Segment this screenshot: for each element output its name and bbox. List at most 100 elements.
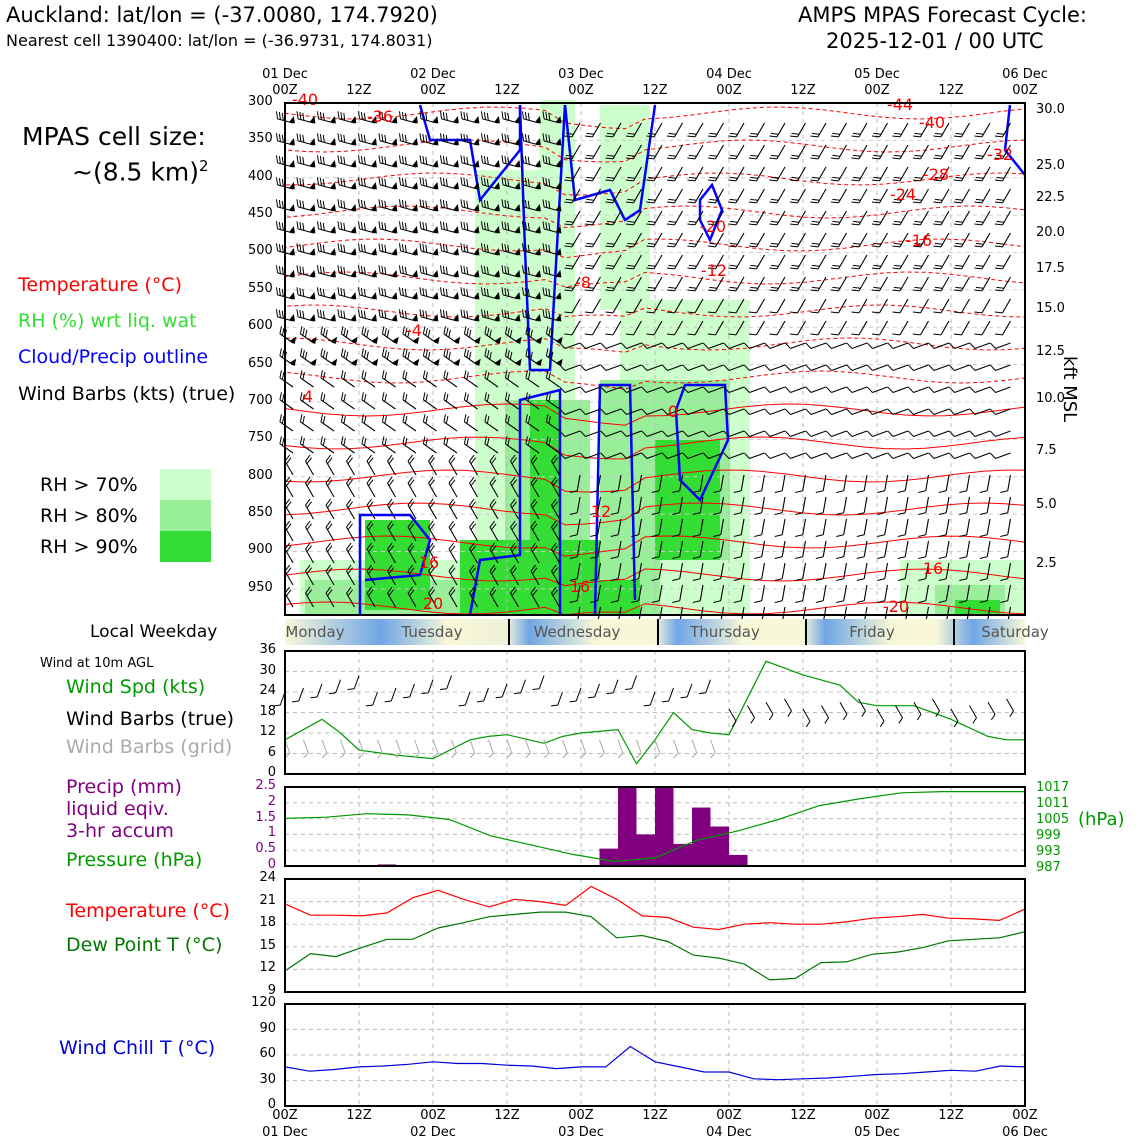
wind-barb-true — [802, 708, 811, 728]
wind-barb — [784, 408, 806, 415]
wind-barb — [810, 276, 827, 292]
wind-barb — [836, 496, 848, 515]
wind-barb — [748, 122, 765, 138]
wind-barb — [815, 518, 827, 537]
wind-barb — [402, 326, 420, 345]
wind-barb — [419, 155, 439, 168]
wind-barb — [953, 210, 970, 226]
wind-barb — [605, 232, 622, 248]
wind-barb — [525, 436, 540, 454]
wind-barb — [702, 342, 724, 349]
wind-barb — [469, 520, 478, 542]
wind-barb — [774, 584, 786, 603]
wind-barb — [830, 254, 847, 270]
wind-barb — [296, 199, 316, 212]
wind-barb — [480, 155, 500, 168]
wind-barb — [810, 232, 827, 248]
wind-barb — [871, 144, 888, 160]
wind-barb — [687, 276, 704, 292]
wind-barb — [953, 254, 970, 270]
wind-barb — [907, 430, 929, 437]
wind-barb — [398, 309, 418, 322]
wind-barb — [407, 476, 417, 498]
wind-barb — [672, 540, 684, 559]
wind-barb — [836, 518, 848, 537]
wind-barb — [337, 111, 357, 124]
top-date-label: 03 Dec — [558, 67, 604, 82]
wind-barb — [378, 243, 398, 256]
wind-barb — [994, 232, 1011, 248]
wind-barb — [784, 342, 806, 349]
wind-barb — [641, 408, 663, 415]
cloud-outline — [1003, 104, 1026, 176]
wind-barb — [989, 342, 1011, 349]
wind-barb — [600, 364, 622, 371]
wind-barb — [805, 452, 827, 459]
wind-barb — [460, 133, 480, 146]
wind-barb — [579, 364, 601, 371]
wind-barb-true — [550, 691, 563, 707]
wind-barb — [989, 386, 1011, 393]
wind-barb — [381, 414, 396, 432]
wind-barb — [381, 392, 396, 410]
wind-barb — [337, 133, 357, 146]
legend-rh90-swatch — [160, 531, 211, 562]
wind-barb — [521, 287, 541, 300]
barbs-true-label: Wind Barbs (true) — [66, 708, 235, 730]
wind-barb — [948, 386, 970, 393]
wind-barb — [542, 155, 562, 168]
wind-barb — [407, 520, 417, 542]
temperature-contour — [284, 436, 1026, 460]
wind-barb — [815, 584, 827, 603]
wind-barb — [366, 476, 376, 498]
temperature-label: -40 — [919, 113, 945, 132]
wind-barb — [666, 298, 683, 314]
wind-barb-grid — [691, 739, 698, 759]
wind-barb — [579, 430, 601, 437]
wind-barb — [846, 364, 868, 371]
wind-barb — [969, 452, 991, 459]
wind-speed-tick: 0 — [267, 765, 276, 780]
wind-barb — [661, 452, 683, 459]
bottom-date-label: 03 Dec — [558, 1125, 604, 1140]
bottom-hour-label: 00Z — [272, 1108, 298, 1123]
wind-barb — [387, 542, 396, 564]
wind-barb — [682, 386, 704, 393]
wind-barb — [469, 498, 478, 520]
wind-barb-true — [532, 675, 545, 691]
pressure-tick: 350 — [248, 131, 273, 147]
wind-barb — [569, 518, 581, 537]
top-date-label: 02 Dec — [410, 67, 456, 82]
wind-barb — [387, 498, 396, 520]
kft-tick: 17.5 — [1036, 261, 1065, 276]
wind-barb — [748, 232, 765, 248]
wind-barb — [340, 348, 358, 367]
rh-region — [600, 105, 650, 310]
wind-barb — [357, 309, 377, 322]
wind-barb — [551, 454, 560, 476]
wind-barb — [933, 210, 950, 226]
cloud-outline — [518, 104, 567, 372]
wind-barb — [892, 232, 909, 248]
top-hour-label: 12Z — [494, 83, 520, 98]
wind-barb — [525, 348, 543, 367]
wind-barb — [994, 144, 1011, 160]
wind-barb — [815, 474, 827, 493]
wind-barb — [774, 562, 786, 581]
bottom-hour-label: 12Z — [790, 1108, 816, 1123]
precip-panel-frame — [284, 786, 1026, 867]
wind-speed-tick: 36 — [259, 642, 276, 657]
wind-barb — [610, 474, 622, 493]
wind-barb — [460, 243, 480, 256]
wind-barb — [666, 188, 683, 204]
wind-barb — [542, 177, 562, 190]
wind-barb — [480, 221, 500, 234]
wind-barb — [357, 177, 377, 190]
wind-barb — [754, 562, 766, 581]
wind-barb — [651, 474, 663, 493]
temperature-contour — [284, 106, 1026, 130]
wind-barb — [994, 166, 1011, 182]
top-hour-label: 00Z — [568, 83, 594, 98]
wind-barb — [320, 414, 335, 432]
wind-barb — [892, 210, 909, 226]
